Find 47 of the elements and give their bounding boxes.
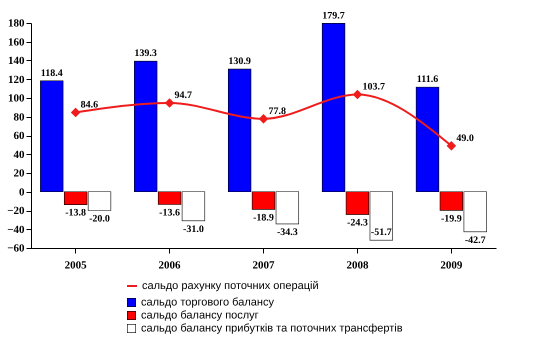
- y-tick-label: 180: [8, 18, 25, 30]
- data-label: -24.3: [347, 218, 368, 229]
- y-tick-label: 140: [8, 55, 25, 67]
- data-label: 49.0: [456, 132, 474, 144]
- x-tick-label: 2005: [64, 260, 88, 272]
- data-label: -19.9: [440, 213, 462, 224]
- data-label: -42.7: [464, 234, 486, 246]
- point: [165, 98, 174, 108]
- point: [447, 141, 456, 150]
- data-label: 111.6: [416, 74, 438, 86]
- data-label: 103.7: [362, 82, 385, 93]
- data-label: -31.0: [183, 224, 204, 235]
- point: [259, 114, 268, 124]
- data-label: 84.6: [80, 99, 98, 110]
- data-label: 130.9: [228, 56, 251, 68]
- data-label: -20.0: [89, 214, 110, 224]
- data-label: 139.3: [134, 48, 157, 60]
- data-label: 118.4: [40, 68, 63, 79]
- data-label: -13.8: [65, 208, 86, 219]
- x-tick-label: 2007: [252, 260, 275, 272]
- y-tick-label: 60: [14, 130, 25, 142]
- y-tick-label: −20: [7, 205, 25, 217]
- data-label: 179.7: [322, 10, 345, 22]
- x-tick-label: 2008: [346, 260, 369, 272]
- y-tick-label: 0: [19, 186, 25, 198]
- y-tick-label: 20: [14, 168, 25, 180]
- y-tick-label: 120: [8, 74, 25, 86]
- x-tick-label: 2006: [158, 260, 182, 272]
- point: [71, 108, 80, 117]
- y-tick-label: 40: [14, 148, 25, 161]
- data-label: 94.7: [174, 90, 192, 101]
- legend-label: сальдо рахунку поточних операцій: [142, 280, 319, 292]
- data-label: -18.9: [253, 212, 274, 224]
- point: [353, 90, 362, 99]
- y-tick-label: −60: [7, 242, 25, 254]
- y-tick-label: 80: [14, 111, 25, 124]
- y-tick-label: 160: [8, 36, 25, 48]
- data-label: -51.7: [370, 227, 392, 238]
- y-tick-label: −40: [7, 224, 25, 236]
- legend-label: сальдо балансу послуг: [141, 310, 259, 322]
- x-tick-label: 2009: [440, 260, 463, 272]
- y-tick-label: 100: [8, 92, 25, 104]
- data-label: -34.3: [276, 226, 298, 238]
- legend-label: сальдо торгового балансу: [141, 296, 274, 308]
- legend-label: сальдо балансу прибутків та поточних трансфертів: [141, 322, 403, 334]
- data-label: 77.8: [268, 106, 286, 117]
- data-label: -13.6: [159, 208, 180, 218]
